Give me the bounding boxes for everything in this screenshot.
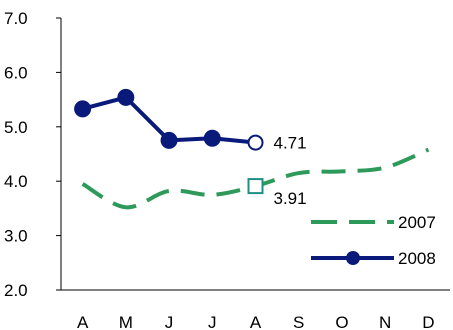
x-tick-label: O <box>335 313 348 330</box>
x-tick-label: D <box>422 313 434 330</box>
data-label-2008: 4.71 <box>274 134 307 153</box>
point-2008 <box>74 100 92 118</box>
series-2007 <box>81 147 430 210</box>
y-tick-label: 2.0 <box>4 281 28 300</box>
chart-axes <box>60 18 450 291</box>
point-2008 <box>117 88 135 106</box>
y-tick-label: 4.0 <box>4 172 28 191</box>
point-2007 <box>384 166 387 169</box>
data-annotations: 4.71 3.91 <box>274 134 307 209</box>
marker-2007-square <box>247 178 264 195</box>
point-2008 <box>160 131 178 149</box>
legend-label-2008: 2008 <box>398 249 436 268</box>
x-tick-label: J <box>165 313 174 330</box>
legend-label-2007: 2007 <box>398 213 436 232</box>
point-2007 <box>211 193 214 196</box>
y-tick-label: 5.0 <box>4 118 28 137</box>
point-2008 <box>203 129 221 147</box>
x-tick-label: S <box>293 313 304 330</box>
point-2008-open <box>247 134 264 151</box>
y-tick-label: 3.0 <box>4 227 28 246</box>
x-tick-label: N <box>379 313 391 330</box>
y-tick-label: 6.0 <box>4 63 28 82</box>
x-tick-label: A <box>77 313 89 330</box>
y-tick-label: 7.0 <box>4 9 28 28</box>
x-tick-label: A <box>250 313 262 330</box>
chart-legend: 2007 2008 <box>311 213 436 268</box>
x-tick-label: J <box>208 313 217 330</box>
legend-marker-2008 <box>346 251 360 265</box>
series-2008 <box>74 88 264 151</box>
y-axis-ticks: 2.0 3.0 4.0 5.0 6.0 7.0 <box>4 9 61 300</box>
data-label-2007: 3.91 <box>274 189 307 208</box>
x-tick-label: M <box>119 313 133 330</box>
